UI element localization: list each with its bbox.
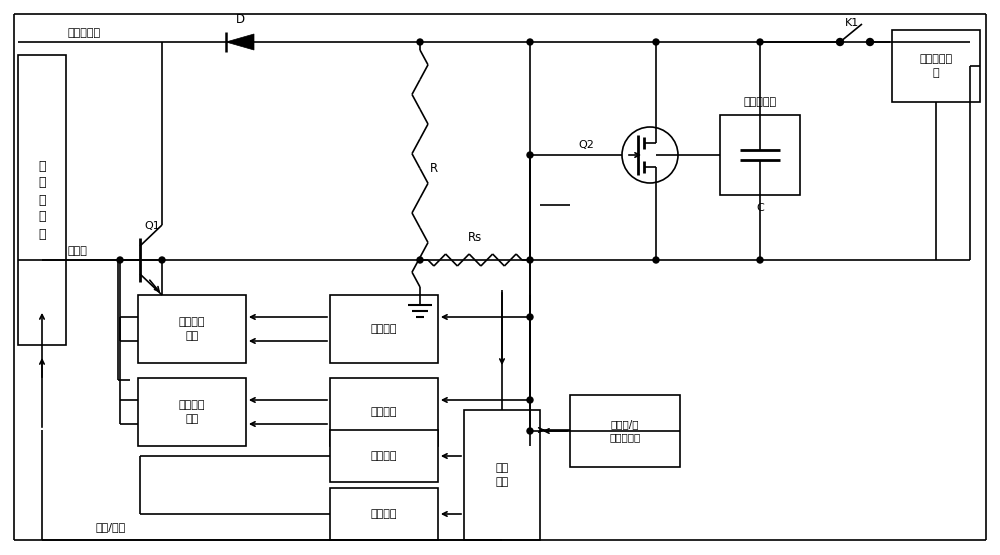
Circle shape — [527, 314, 533, 320]
Text: 高
压
信
号
源: 高 压 信 号 源 — [38, 159, 46, 240]
Circle shape — [757, 39, 763, 45]
Text: Rs: Rs — [468, 231, 482, 244]
Bar — [720, 115, 800, 195]
Text: 回流端: 回流端 — [68, 246, 88, 256]
Bar — [570, 395, 680, 467]
Circle shape — [527, 257, 533, 263]
Circle shape — [653, 39, 659, 45]
Text: 电压设置: 电压设置 — [371, 451, 397, 461]
Circle shape — [117, 257, 123, 263]
Text: 开启/关闭: 开启/关闭 — [95, 522, 125, 532]
Text: 泄漏电流检
测: 泄漏电流检 测 — [919, 54, 953, 78]
Text: Q2: Q2 — [578, 140, 594, 150]
Text: 被测电容器: 被测电容器 — [743, 97, 777, 107]
Text: 电压检测: 电压检测 — [371, 324, 397, 334]
Text: 恒流调节
单元: 恒流调节 单元 — [179, 400, 205, 423]
Circle shape — [836, 38, 844, 46]
Text: 恒压调节
单元: 恒压调节 单元 — [179, 317, 205, 341]
Bar — [892, 30, 980, 102]
Bar — [330, 378, 438, 446]
Circle shape — [757, 257, 763, 263]
Text: D: D — [235, 13, 245, 26]
Bar — [330, 430, 438, 482]
Bar — [138, 295, 246, 363]
Bar — [330, 295, 438, 363]
Bar — [464, 410, 540, 540]
Bar — [330, 488, 438, 540]
Circle shape — [527, 39, 533, 45]
Text: 恒功率/恒
流放电调节: 恒功率/恒 流放电调节 — [609, 420, 641, 442]
Polygon shape — [226, 34, 254, 50]
Text: Q1: Q1 — [144, 221, 160, 231]
Bar — [18, 55, 66, 345]
Circle shape — [866, 38, 874, 46]
Text: 微处
理器: 微处 理器 — [495, 463, 509, 487]
Text: R: R — [430, 162, 438, 175]
Circle shape — [527, 428, 533, 434]
Circle shape — [417, 257, 423, 263]
Bar — [138, 378, 246, 446]
Text: 高压输出端: 高压输出端 — [68, 28, 101, 38]
Text: K1: K1 — [845, 18, 859, 28]
Text: 电流设置: 电流设置 — [371, 509, 397, 519]
Text: C: C — [756, 203, 764, 213]
Circle shape — [653, 257, 659, 263]
Circle shape — [527, 397, 533, 403]
Circle shape — [159, 257, 165, 263]
Circle shape — [527, 152, 533, 158]
Circle shape — [417, 39, 423, 45]
Text: 电流检测: 电流检测 — [371, 407, 397, 417]
